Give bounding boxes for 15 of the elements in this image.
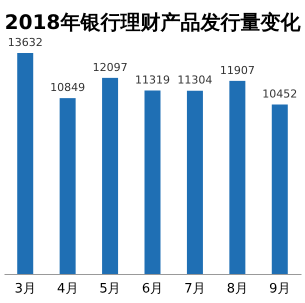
data-label: 12097: [92, 60, 128, 74]
data-label: 10452: [262, 88, 298, 101]
data-label: 13632: [8, 36, 43, 49]
x-tick-label: 5月: [99, 282, 121, 296]
x-tick-label: 7月: [184, 282, 206, 296]
data-label: 10849: [50, 81, 86, 94]
x-tick-label: 4月: [57, 282, 78, 296]
x-tick-label: 9月: [269, 282, 290, 296]
x-tick-label: 3月: [14, 282, 36, 296]
chart-title: 2018年银行理财产品发行量变化: [4, 10, 302, 34]
data-label: 11319: [135, 73, 170, 86]
data-label: 11907: [220, 64, 255, 77]
x-tick-label: 8月: [226, 282, 248, 296]
x-tick-label: 6月: [142, 282, 164, 296]
data-label: 11304: [177, 74, 212, 87]
